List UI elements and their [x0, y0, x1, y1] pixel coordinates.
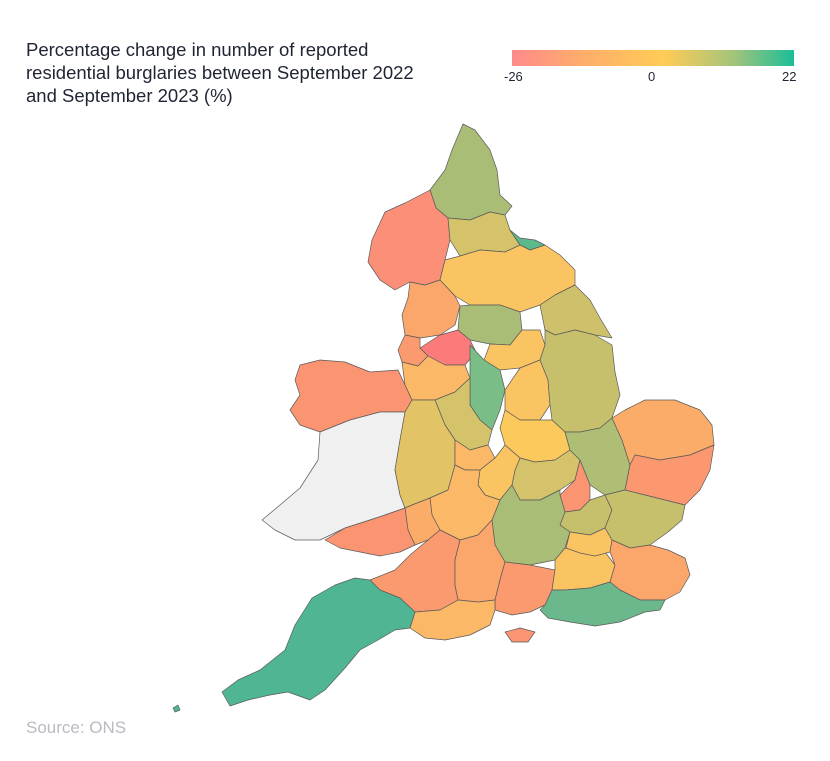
region-kent[interactable] — [609, 539, 691, 601]
legend-ticks: -26 0 22 — [504, 66, 797, 84]
region-hampshire[interactable] — [494, 561, 556, 616]
legend-mid-label: 0 — [648, 69, 656, 84]
legend-max-label: 22 — [782, 69, 797, 84]
region-scilly — [172, 704, 181, 713]
region-sussex[interactable] — [539, 581, 666, 627]
region-lincolnshire[interactable] — [539, 329, 621, 433]
legend-min-label: -26 — [504, 69, 523, 84]
region-devon-cornwall[interactable] — [221, 577, 416, 707]
region-isle-of-wight[interactable] — [504, 627, 536, 643]
chart-title: Percentage change in number of reported … — [26, 39, 414, 106]
color-legend: -26 0 22 — [504, 50, 797, 84]
region-dorset[interactable] — [409, 599, 496, 641]
region-northumbria[interactable] — [429, 123, 513, 221]
legend-gradient-bar — [512, 50, 794, 66]
region-north-yorkshire[interactable] — [439, 244, 576, 313]
region-lancashire[interactable] — [401, 279, 461, 339]
region-south-wales[interactable] — [324, 507, 416, 557]
source-note: Source: ONS — [26, 718, 127, 737]
